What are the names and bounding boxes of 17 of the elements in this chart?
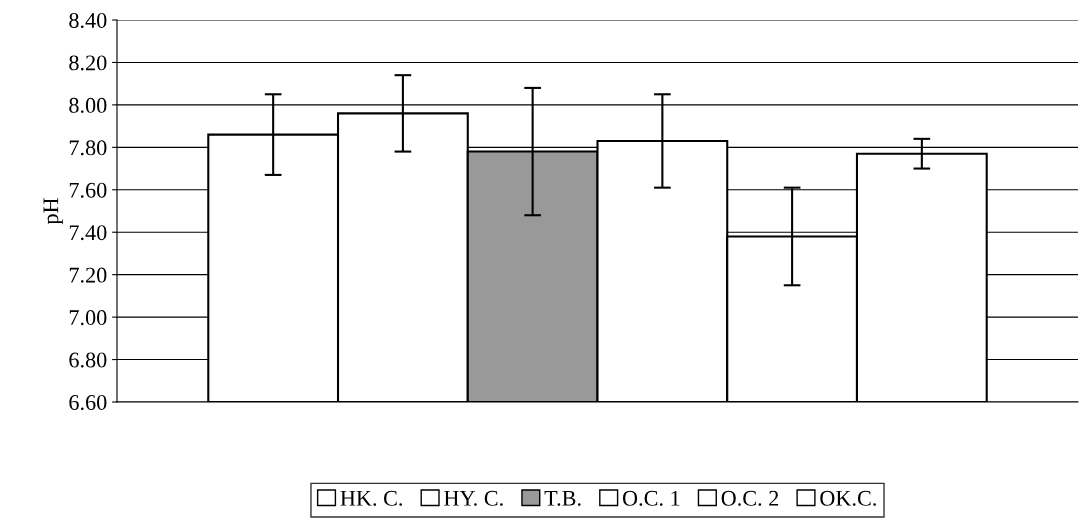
y-tick-label: 7.60 bbox=[69, 182, 107, 198]
legend-label: OK.C. bbox=[820, 490, 876, 506]
y-tick-label: 8.00 bbox=[69, 97, 107, 113]
legend-label: O.C. 2 bbox=[721, 490, 779, 506]
y-tick-label: 7.00 bbox=[69, 310, 107, 326]
legend-label: HK. C. bbox=[340, 490, 402, 506]
y-tick-label: 6.80 bbox=[69, 352, 107, 368]
legend-label: O.C. 1 bbox=[622, 490, 680, 506]
legend-label: T.B. bbox=[544, 491, 581, 506]
y-tick-label: 6.60 bbox=[69, 394, 107, 411]
y-axis-title: pH bbox=[43, 198, 63, 225]
y-tick-label: 7.80 bbox=[69, 140, 107, 156]
y-tick-label: 7.40 bbox=[69, 225, 107, 241]
y-tick-label: 8.40 bbox=[69, 12, 107, 29]
y-tick-label: 7.20 bbox=[69, 267, 107, 283]
y-tick-label: 8.20 bbox=[69, 55, 107, 71]
legend-label: HY. C. bbox=[444, 490, 503, 506]
